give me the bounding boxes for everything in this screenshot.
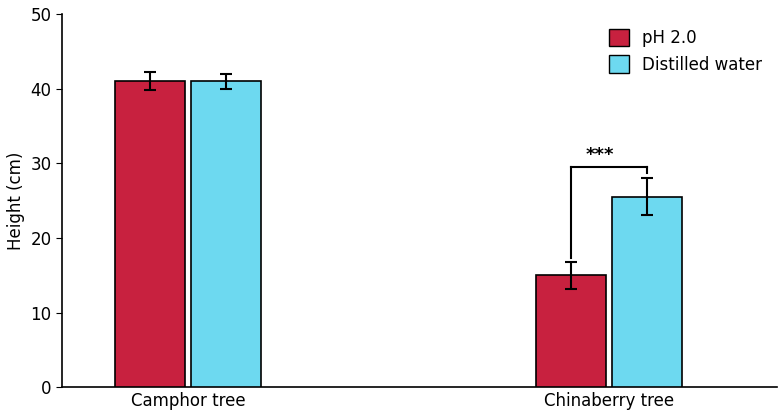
Legend: pH 2.0, Distilled water: pH 2.0, Distilled water [602, 22, 769, 80]
Bar [536, 275, 606, 387]
Text: ***: *** [586, 146, 614, 164]
Y-axis label: Height (cm): Height (cm) [7, 151, 25, 250]
Bar [115, 81, 186, 387]
Bar [612, 197, 682, 387]
Bar [191, 81, 261, 387]
